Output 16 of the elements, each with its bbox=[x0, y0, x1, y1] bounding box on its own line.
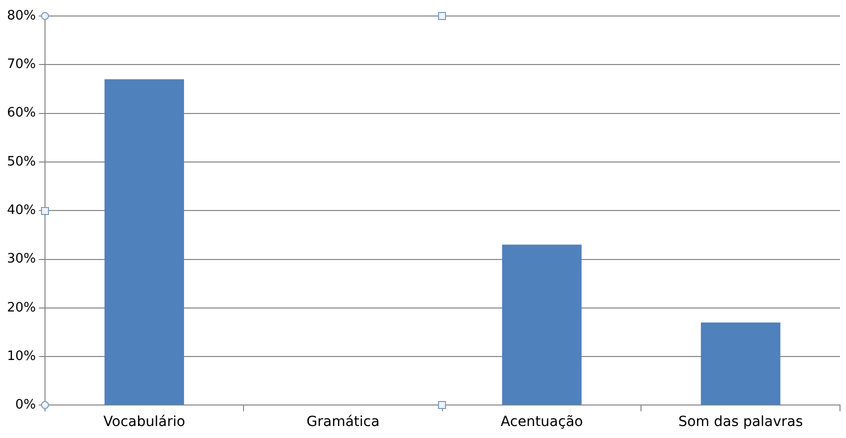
bar bbox=[502, 244, 582, 405]
y-tick-label: 20% bbox=[6, 300, 36, 316]
bar bbox=[104, 79, 184, 405]
y-tick-label: 40% bbox=[6, 202, 36, 218]
x-tick-label: Gramática bbox=[306, 414, 380, 430]
y-tick-label: 50% bbox=[6, 154, 36, 170]
y-tick-label: 0% bbox=[15, 398, 36, 413]
x-tick-label: Acentuação bbox=[500, 414, 583, 430]
y-tick-label: 30% bbox=[6, 252, 36, 267]
y-tick-label: 60% bbox=[6, 106, 36, 121]
bar bbox=[700, 322, 780, 405]
x-tick-label: Vocabulário bbox=[103, 414, 186, 430]
y-tick-label: 10% bbox=[6, 348, 36, 364]
y-tick-label: 80% bbox=[6, 8, 36, 24]
x-tick-label: Som das palavras bbox=[678, 414, 803, 430]
y-tick-label: 70% bbox=[6, 57, 36, 72]
